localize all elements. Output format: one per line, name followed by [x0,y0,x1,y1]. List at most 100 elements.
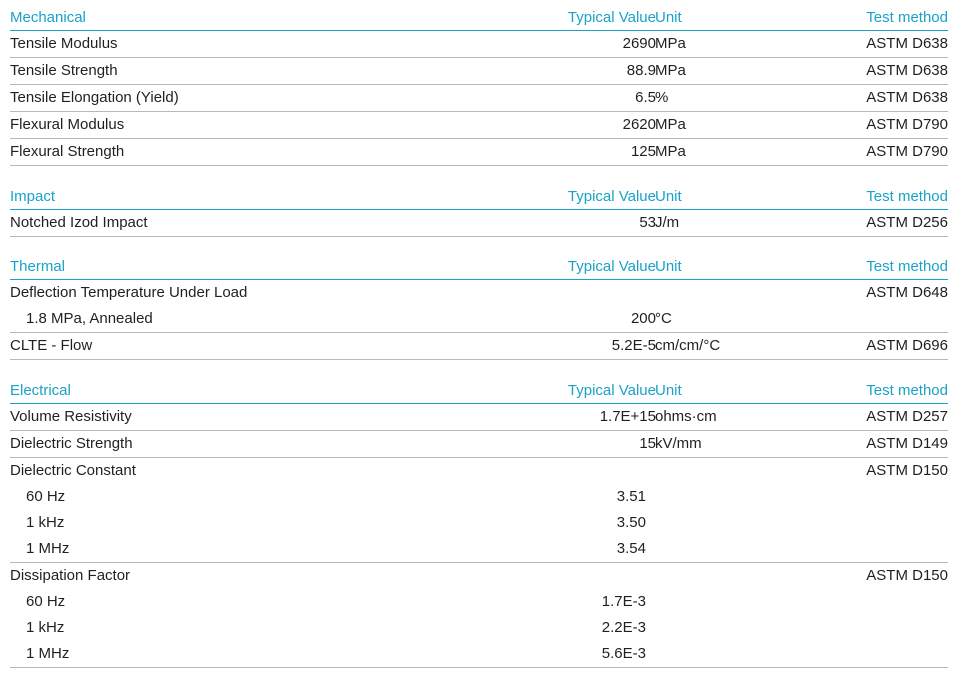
section-header: Thermal Typical Value Unit Test method [10,257,948,280]
table-row: Tensile Elongation (Yield) 6.5 % ASTM D6… [10,85,948,112]
property-condition: 60 Hz [26,488,66,505]
unit-header: Unit [655,188,682,205]
table-row: Dissipation Factor ASTM D150 [10,563,948,589]
table-row: Tensile Strength 88.9 MPa ASTM D638 [10,58,948,85]
property-unit: cm/cm/°C [655,337,721,354]
table-subrow: 60 Hz 3.51 [10,484,948,510]
table-row: Dielectric Strength 15 kV/mm ASTM D149 [10,431,948,458]
table-row: Notched Izod Impact 53 J/m ASTM D256 [10,210,948,237]
typical-value-header: Typical Value [567,382,656,399]
section-header: Electrical Typical Value Unit Test metho… [10,381,948,404]
property-unit: ohms·cm [655,408,717,425]
table-subrow: 1 kHz 2.2E-3 [10,615,948,641]
property-condition: 1 MHz [26,645,70,662]
property-condition: 1.8 MPa, Annealed [26,310,153,327]
section-header: Mechanical Typical Value Unit Test metho… [10,8,948,31]
table-subrow: 60 Hz 1.7E-3 [10,589,948,615]
property-value: 15 [639,435,656,452]
property-unit: % [655,89,669,106]
property-value: 2.2E-3 [601,619,646,636]
property-unit: °C [655,310,672,327]
property-name: Dissipation Factor [10,567,131,584]
typical-value-header: Typical Value [567,188,656,205]
property-test-method: ASTM D256 [866,214,948,231]
typical-value-header: Typical Value [567,258,656,275]
test-method-header: Test method [866,258,948,275]
property-test-method: ASTM D638 [866,62,948,79]
test-method-header: Test method [866,188,948,205]
property-value: 3.51 [616,488,646,505]
table-row: Dielectric Constant ASTM D150 [10,458,948,484]
section-thermal: Thermal Typical Value Unit Test method D… [10,257,948,360]
property-value: 1.7E+15 [599,408,656,425]
section-title: Mechanical [10,9,86,26]
table-row: Volume Resistivity 1.7E+15 ohms·cm ASTM … [10,404,948,431]
property-test-method: ASTM D696 [866,337,948,354]
property-value: 3.50 [616,514,646,531]
property-name: Dielectric Constant [10,462,136,479]
table-row: Flexural Modulus 2620 MPa ASTM D790 [10,112,948,139]
test-method-header: Test method [866,382,948,399]
property-condition: 60 Hz [26,593,66,610]
property-value: 53 [639,214,656,231]
property-name: Deflection Temperature Under Load [10,284,248,301]
property-name: CLTE - Flow [10,337,93,354]
property-test-method: ASTM D790 [866,143,948,160]
property-test-method: ASTM D790 [866,116,948,133]
property-value: 5.2E-5 [611,337,656,354]
unit-header: Unit [655,382,682,399]
property-unit: MPa [655,143,686,160]
property-unit: J/m [655,214,680,231]
property-name: Dielectric Strength [10,435,133,452]
property-condition: 1 kHz [26,514,65,531]
property-value: 200 [630,310,656,327]
property-value: 125 [630,143,656,160]
property-value: 88.9 [626,62,656,79]
property-name: Tensile Elongation (Yield) [10,89,179,106]
property-test-method: ASTM D150 [866,462,948,479]
table-subrow: 1 MHz 5.6E-3 [10,641,948,668]
table-row: CLTE - Flow 5.2E-5 cm/cm/°C ASTM D696 [10,333,948,360]
section-title: Impact [10,188,56,205]
property-test-method: ASTM D257 [866,408,948,425]
property-unit: MPa [655,116,686,133]
unit-header: Unit [655,9,682,26]
section-title: Electrical [10,382,71,399]
test-method-header: Test method [866,9,948,26]
property-condition: 1 MHz [26,540,70,557]
property-test-method: ASTM D638 [866,35,948,52]
property-value: 2690 [622,35,656,52]
property-value: 2620 [622,116,656,133]
property-value: 5.6E-3 [601,645,646,662]
property-name: Tensile Strength [10,62,118,79]
property-test-method: ASTM D648 [866,284,948,301]
unit-header: Unit [655,258,682,275]
section-title: Thermal [10,258,66,275]
section-mechanical: Mechanical Typical Value Unit Test metho… [10,8,948,166]
section-electrical: Electrical Typical Value Unit Test metho… [10,381,948,668]
property-name: Notched Izod Impact [10,214,148,231]
property-value: 6.5 [635,89,656,106]
property-unit: kV/mm [655,435,702,452]
property-name: Flexural Modulus [10,116,125,133]
property-test-method: ASTM D149 [866,435,948,452]
table-subrow: 1 MHz 3.54 [10,536,948,563]
property-unit: MPa [655,62,686,79]
property-test-method: ASTM D150 [866,567,948,584]
property-value: 1.7E-3 [601,593,646,610]
table-subrow: 1 kHz 3.50 [10,510,948,536]
property-condition: 1 kHz [26,619,65,636]
property-unit: MPa [655,35,686,52]
section-header: Impact Typical Value Unit Test method [10,187,948,210]
property-name: Tensile Modulus [10,35,118,52]
table-row: Flexural Strength 125 MPa ASTM D790 [10,139,948,166]
table-subrow: 1.8 MPa, Annealed 200 °C [10,306,948,333]
property-name: Flexural Strength [10,143,125,160]
section-impact: Impact Typical Value Unit Test method No… [10,187,948,237]
table-row: Tensile Modulus 2690 MPa ASTM D638 [10,31,948,58]
property-name: Volume Resistivity [10,408,132,425]
table-row: Deflection Temperature Under Load ASTM D… [10,280,948,306]
property-value: 3.54 [616,540,646,557]
property-test-method: ASTM D638 [866,89,948,106]
